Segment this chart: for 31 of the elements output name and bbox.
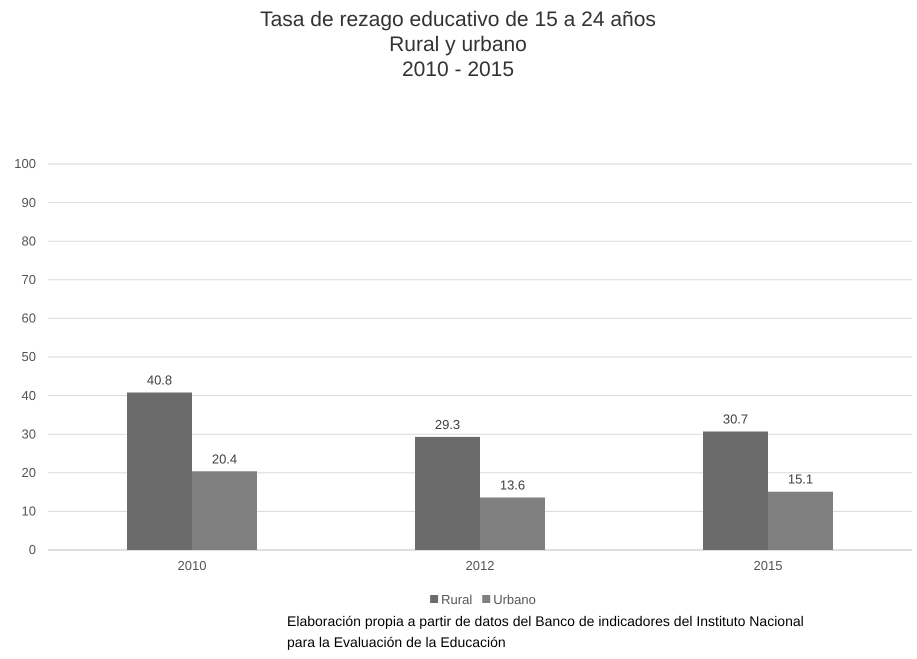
bar	[768, 492, 833, 550]
data-label: 15.1	[788, 472, 814, 487]
chart-subtitle: Rural y urbano 2010 - 2015	[389, 33, 527, 81]
y-tick-label: 60	[22, 310, 36, 326]
y-tick-label: 40	[22, 388, 36, 403]
y-tick-label: 50	[22, 349, 36, 364]
legend-label: Urbano	[493, 592, 536, 607]
data-label: 30.7	[722, 412, 748, 426]
legend-label: Rural	[441, 592, 472, 607]
data-label: 40.8	[146, 372, 172, 388]
y-tick-label: 70	[22, 272, 36, 287]
y-tick-label: 100	[14, 156, 36, 172]
x-tick-label: 2010	[178, 558, 206, 573]
y-tick-label: 30	[22, 426, 36, 442]
data-label: 13.6	[500, 478, 526, 493]
y-tick-label: 0	[28, 542, 36, 558]
bar	[192, 471, 257, 550]
y-tick-label: 20	[22, 464, 36, 480]
bar	[703, 432, 768, 550]
text: Elaboración propia a partir de datos del Banco de indicadores del Instituto Nacional para la Evaluación de la Educación	[287, 612, 805, 652]
y-tick-label: 90	[22, 194, 36, 210]
bar	[480, 498, 545, 550]
y-tick-label: 10	[22, 504, 36, 519]
x-tick-label: 2015	[754, 558, 782, 573]
data-label: 20.4	[212, 451, 238, 466]
data-label: 29.3	[434, 416, 460, 432]
chart-title: Tasa de rezago educativo de 15 a 24 años	[260, 8, 656, 31]
bar	[127, 392, 192, 550]
bar	[415, 436, 480, 550]
y-tick-label: 80	[22, 233, 36, 248]
x-tick-label: 2012	[466, 558, 494, 573]
